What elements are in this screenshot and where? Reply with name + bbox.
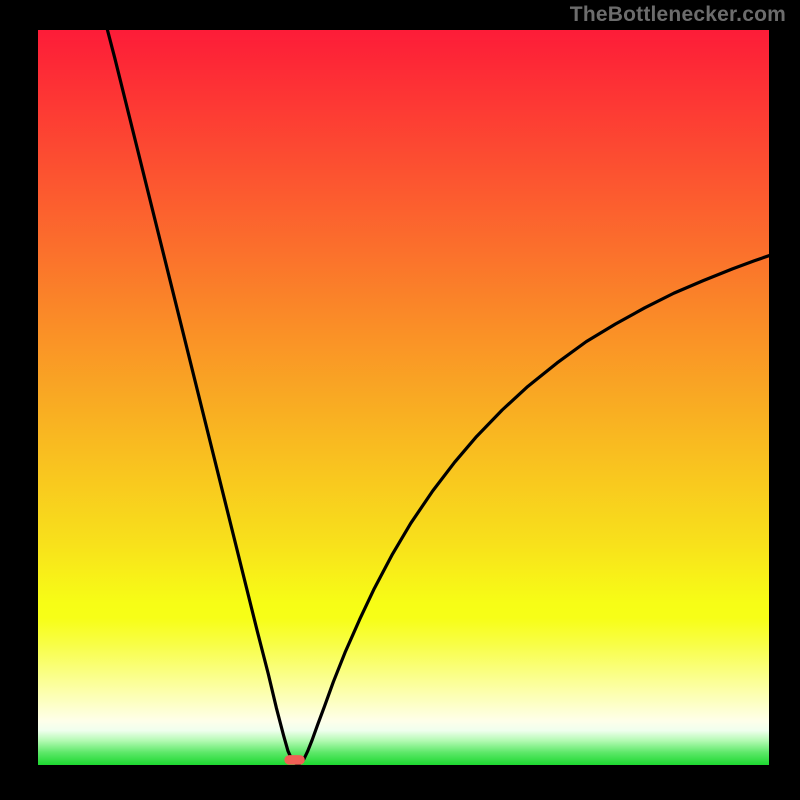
watermark-text: TheBottlenecker.com [570, 3, 786, 27]
optimum-marker [284, 755, 304, 765]
bottleneck-chart [38, 30, 769, 765]
gradient-background [38, 30, 769, 765]
chart-container: TheBottlenecker.com [0, 0, 800, 800]
